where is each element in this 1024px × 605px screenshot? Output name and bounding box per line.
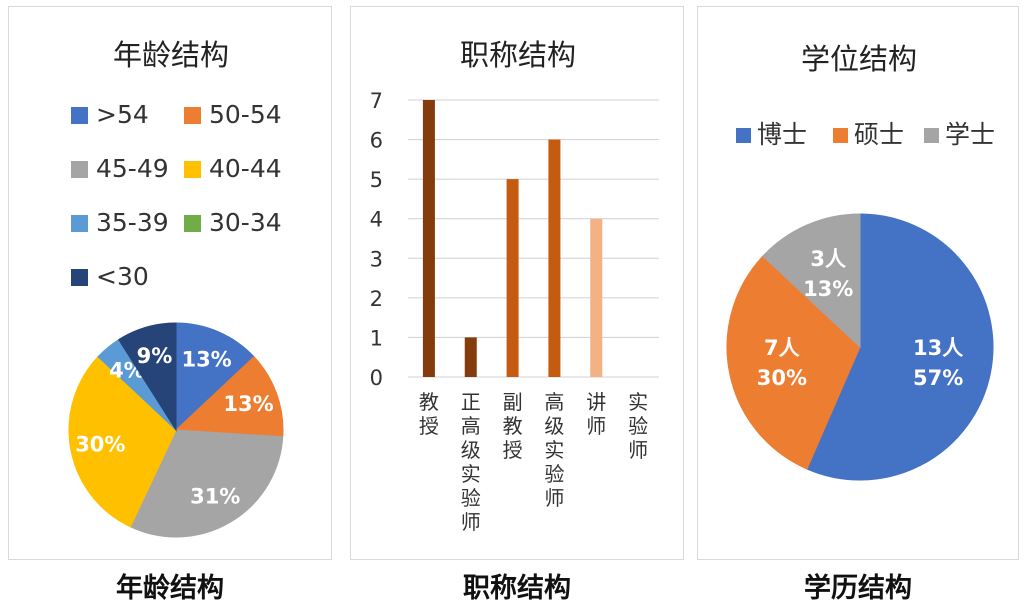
y-tick-5: 5: [370, 168, 383, 192]
y-tick-3: 3: [370, 247, 383, 271]
age-legend-label-2: 45-49: [96, 154, 169, 183]
y-tick-1: 1: [370, 326, 383, 350]
x-category-3-char-4: 师: [544, 486, 564, 510]
x-category-2-char-1: 教: [503, 414, 523, 438]
x-category-2-char-2: 授: [503, 438, 523, 462]
pie-slice-0: [175, 322, 255, 432]
x-category-5-char-1: 验: [628, 414, 648, 438]
pie-label-2-1: 13%: [803, 277, 853, 301]
x-category-3-char-1: 级: [544, 414, 564, 438]
bar-3: [548, 139, 561, 377]
x-category-1-char-4: 验: [461, 486, 481, 510]
pie-label-1-1: 30%: [757, 366, 807, 390]
degree-legend-label-0: 博士: [757, 120, 807, 149]
y-tick-2: 2: [370, 287, 383, 311]
pie-label-3: 30%: [75, 432, 125, 456]
pie-slice-2: [129, 429, 284, 538]
x-category-1-char-0: 正: [461, 390, 481, 414]
pie-slice-3: [68, 356, 177, 528]
pie-slice-2: [762, 213, 861, 349]
title-chart-title: 职称结构: [460, 38, 576, 72]
age-legend-swatch-5: [184, 215, 201, 232]
y-tick-4: 4: [370, 208, 383, 232]
age-legend-swatch-6: [71, 269, 88, 286]
degree-legend-swatch-0: [736, 128, 751, 143]
age-legend-swatch-0: [71, 107, 88, 124]
pie-slice-1: [174, 356, 284, 438]
x-category-1-char-1: 高: [461, 414, 481, 438]
age-legend-label-4: 35-39: [96, 208, 169, 237]
age-legend-label-0: >54: [96, 100, 149, 129]
caption-age: 年龄结构: [116, 573, 224, 604]
age-legend-label-3: 40-44: [209, 154, 282, 183]
x-category-1-char-2: 级: [461, 438, 481, 462]
age-legend-swatch-3: [184, 161, 201, 178]
age-legend-label-1: 50-54: [209, 100, 282, 129]
x-category-3-char-2: 实: [544, 438, 564, 462]
pie-label-0-1: 57%: [913, 366, 963, 390]
x-category-4-char-0: 讲: [586, 390, 606, 414]
x-category-5-char-2: 师: [628, 438, 648, 462]
y-tick-0: 0: [370, 366, 383, 390]
pie-label-2-0: 3人: [810, 247, 846, 271]
x-category-4-char-1: 师: [586, 414, 606, 438]
pie-label-0: 13%: [181, 347, 231, 371]
age-legend-label-6: <30: [96, 262, 149, 291]
degree-structure-panel: 学位结构博士 硕士 学士 13人 57% 7人 30% 3人 13%: [697, 6, 1019, 560]
pie-slice-0: [806, 213, 994, 481]
bar-0: [422, 100, 435, 377]
bar-2: [506, 179, 519, 377]
degree-chart-title: 学位结构: [801, 42, 917, 76]
bar-1: [464, 337, 477, 377]
title-structure-panel: 职称结构 0 1 2 3 4 5 6 7 教授正高级实验师副教授高级实验师讲师实验师: [350, 6, 684, 560]
caption-degree: 学历结构: [804, 573, 912, 604]
age-legend-swatch-1: [184, 107, 201, 124]
x-category-0-char-0: 教: [419, 390, 439, 414]
x-category-3-char-3: 验: [544, 462, 564, 486]
x-category-0-char-1: 授: [419, 414, 439, 438]
bar-4: [590, 218, 603, 377]
pie-label-1-0: 7人: [764, 336, 800, 360]
degree-legend-label-1: 硕士: [854, 120, 904, 149]
caption-title: 职称结构: [463, 573, 571, 604]
pie-label-0-0: 13人: [913, 336, 963, 360]
y-tick-6: 6: [370, 129, 383, 153]
pie-label-2: 31%: [190, 484, 240, 508]
age-legend-label-5: 30-34: [209, 208, 282, 237]
x-category-1-char-5: 师: [461, 510, 481, 534]
age-legend-swatch-4: [71, 215, 88, 232]
y-tick-7: 7: [370, 89, 383, 113]
age-pie-chart: 年龄结构 >54 50-54 45-49 40-44 35-39 30-34 <30 13% 13…: [68, 38, 284, 538]
degree-legend-label-2: 学士: [945, 120, 995, 149]
degree-legend-swatch-1: [833, 128, 848, 143]
pie-slice-6: [117, 322, 177, 432]
pie-slice-1: [726, 255, 861, 470]
age-chart-title: 年龄结构: [113, 38, 229, 72]
age-legend-swatch-2: [71, 161, 88, 178]
pie-label-6: 9%: [137, 344, 173, 368]
degree-legend-swatch-2: [924, 128, 939, 143]
pie-label-1: 13%: [223, 392, 273, 416]
x-category-1-char-3: 实: [461, 462, 481, 486]
x-category-2-char-0: 副: [503, 390, 523, 414]
x-category-3-char-0: 高: [544, 390, 564, 414]
x-category-5-char-0: 实: [628, 390, 648, 414]
age-structure-panel: 年龄结构 >54 50-54 45-49 40-44 35-39 30-34 <30 13% 13…: [8, 6, 332, 560]
